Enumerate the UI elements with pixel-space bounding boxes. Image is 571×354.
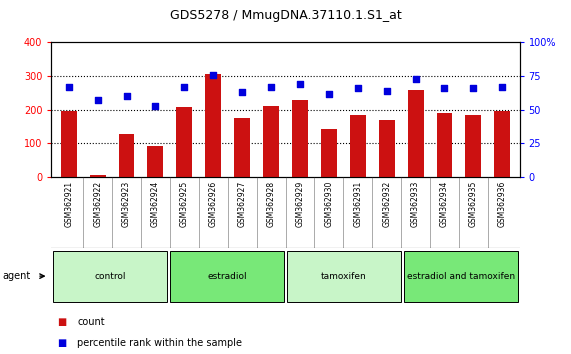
Bar: [350, 115, 365, 177]
Text: ■: ■: [57, 338, 66, 348]
Text: agent: agent: [3, 271, 31, 281]
Text: GSM362931: GSM362931: [353, 181, 362, 227]
Bar: [436, 113, 452, 177]
Text: GSM362925: GSM362925: [180, 181, 189, 227]
Point: [295, 81, 304, 87]
Point: [180, 84, 189, 90]
Point: [151, 103, 160, 109]
Bar: [61, 111, 77, 177]
Text: ■: ■: [57, 317, 66, 327]
Text: GDS5278 / MmugDNA.37110.1.S1_at: GDS5278 / MmugDNA.37110.1.S1_at: [170, 9, 401, 22]
Text: estradiol: estradiol: [207, 272, 247, 281]
Text: GSM362922: GSM362922: [93, 181, 102, 227]
FancyBboxPatch shape: [287, 251, 401, 302]
Point: [469, 85, 478, 91]
Bar: [408, 90, 424, 177]
Point: [324, 91, 333, 96]
Text: percentile rank within the sample: percentile rank within the sample: [77, 338, 242, 348]
Point: [208, 72, 218, 78]
Text: control: control: [94, 272, 126, 281]
Bar: [90, 175, 106, 177]
Text: GSM362928: GSM362928: [267, 181, 276, 227]
Text: GSM362927: GSM362927: [238, 181, 247, 227]
Bar: [263, 106, 279, 177]
Point: [411, 76, 420, 82]
FancyBboxPatch shape: [170, 251, 284, 302]
Text: GSM362936: GSM362936: [498, 181, 507, 227]
Bar: [234, 118, 250, 177]
Text: GSM362926: GSM362926: [209, 181, 218, 227]
Point: [122, 93, 131, 99]
Point: [64, 84, 73, 90]
Bar: [465, 115, 481, 177]
Text: GSM362921: GSM362921: [64, 181, 73, 227]
Text: GSM362929: GSM362929: [295, 181, 304, 227]
Text: tamoxifen: tamoxifen: [321, 272, 367, 281]
Bar: [176, 107, 192, 177]
Point: [93, 97, 102, 103]
Text: GSM362934: GSM362934: [440, 181, 449, 227]
FancyBboxPatch shape: [404, 251, 518, 302]
Point: [238, 90, 247, 95]
FancyBboxPatch shape: [53, 251, 167, 302]
Bar: [494, 112, 510, 177]
Text: GSM362935: GSM362935: [469, 181, 478, 227]
Point: [353, 85, 363, 91]
Point: [267, 84, 276, 90]
Text: GSM362924: GSM362924: [151, 181, 160, 227]
Bar: [379, 120, 395, 177]
Point: [440, 85, 449, 91]
Bar: [292, 100, 308, 177]
Bar: [147, 146, 163, 177]
Point: [382, 88, 391, 94]
Text: GSM362933: GSM362933: [411, 181, 420, 227]
Text: GSM362932: GSM362932: [382, 181, 391, 227]
Text: GSM362930: GSM362930: [324, 181, 333, 227]
Point: [498, 84, 507, 90]
Bar: [206, 74, 221, 177]
Text: GSM362923: GSM362923: [122, 181, 131, 227]
Bar: [119, 134, 135, 177]
Bar: [321, 129, 337, 177]
Text: estradiol and tamoxifen: estradiol and tamoxifen: [407, 272, 515, 281]
Text: count: count: [77, 317, 104, 327]
